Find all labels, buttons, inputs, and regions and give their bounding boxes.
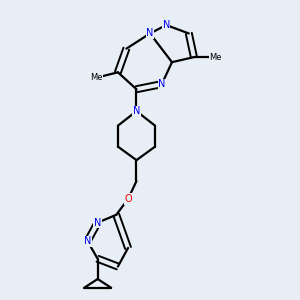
Text: N: N (163, 20, 170, 30)
Text: N: N (158, 79, 166, 89)
Text: N: N (94, 218, 101, 228)
Text: N: N (84, 236, 91, 246)
Text: Me: Me (90, 73, 102, 82)
Text: N: N (146, 28, 154, 38)
Text: N: N (133, 106, 140, 116)
Text: O: O (124, 194, 132, 204)
Text: Me: Me (210, 52, 222, 62)
